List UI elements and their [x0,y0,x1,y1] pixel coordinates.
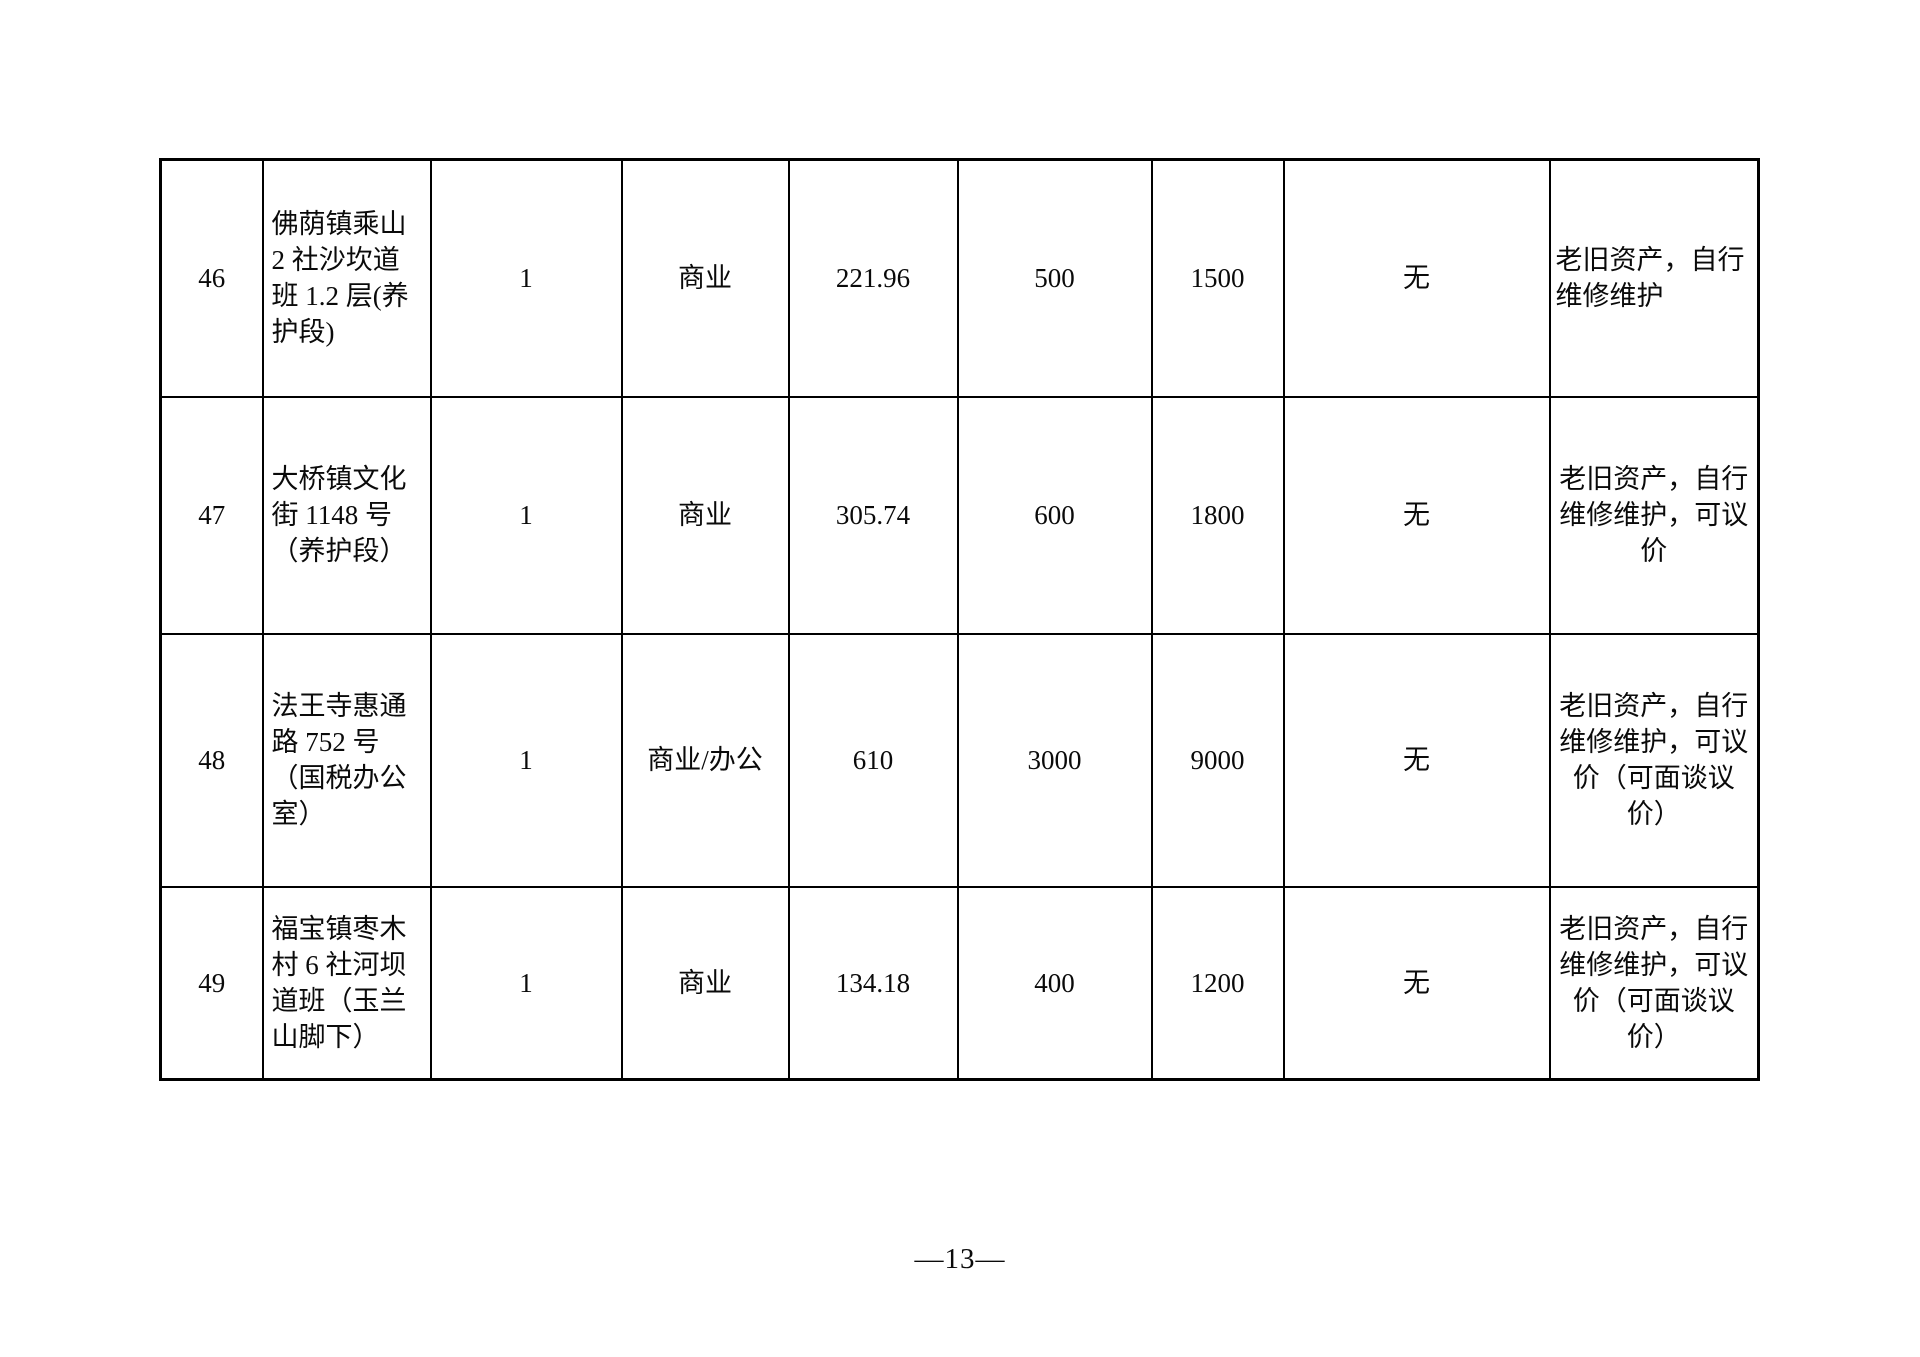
cell-monthly-rent: 400 [956,885,1153,1081]
cell-remarks: 老旧资产，自行维修维护，可议价 [1548,395,1760,635]
cell-annual-rent: 1500 [1150,158,1285,398]
cell-usage: 商业 [620,158,790,398]
table-row: 48 法王寺惠通路 752 号（国税办公室） 1 商业/办公 610 3000 … [159,632,1760,888]
cell-area: 610 [787,632,959,888]
table-row: 47 大桥镇文化街 1148 号（养护段） 1 商业 305.74 600 18… [159,395,1760,635]
cell-area: 305.74 [787,395,959,635]
cell-remarks: 老旧资产，自行维修维护，可议价（可面谈议价） [1548,632,1760,888]
cell-restriction: 无 [1282,395,1551,635]
cell-seq: 49 [159,885,264,1081]
cell-monthly-rent: 600 [956,395,1153,635]
cell-usage: 商业 [620,885,790,1081]
cell-restriction: 无 [1282,885,1551,1081]
cell-annual-rent: 1800 [1150,395,1285,635]
cell-quantity: 1 [429,632,623,888]
cell-quantity: 1 [429,158,623,398]
cell-area: 221.96 [787,158,959,398]
cell-area: 134.18 [787,885,959,1081]
cell-location: 法王寺惠通路 752 号（国税办公室） [261,632,432,888]
cell-seq: 47 [159,395,264,635]
cell-monthly-rent: 500 [956,158,1153,398]
cell-quantity: 1 [429,395,623,635]
cell-seq: 46 [159,158,264,398]
cell-annual-rent: 1200 [1150,885,1285,1081]
page-number: —13— [914,1243,1006,1275]
asset-listing-table: 46 佛荫镇乘山 2 社沙坎道班 1.2 层(养护段) 1 商业 221.96 … [159,158,1760,1081]
cell-quantity: 1 [429,885,623,1081]
cell-remarks: 老旧资产，自行维修维护 [1548,158,1760,398]
cell-seq: 48 [159,632,264,888]
cell-restriction: 无 [1282,632,1551,888]
cell-restriction: 无 [1282,158,1551,398]
table-row: 49 福宝镇枣木村 6 社河坝道班（玉兰山脚下） 1 商业 134.18 400… [159,885,1760,1081]
cell-remarks: 老旧资产，自行维修维护，可议价（可面谈议价） [1548,885,1760,1081]
cell-location: 大桥镇文化街 1148 号（养护段） [261,395,432,635]
cell-usage: 商业 [620,395,790,635]
table-row: 46 佛荫镇乘山 2 社沙坎道班 1.2 层(养护段) 1 商业 221.96 … [159,158,1760,398]
cell-location: 佛荫镇乘山 2 社沙坎道班 1.2 层(养护段) [261,158,432,398]
cell-monthly-rent: 3000 [956,632,1153,888]
cell-location: 福宝镇枣木村 6 社河坝道班（玉兰山脚下） [261,885,432,1081]
cell-usage: 商业/办公 [620,632,790,888]
cell-annual-rent: 9000 [1150,632,1285,888]
